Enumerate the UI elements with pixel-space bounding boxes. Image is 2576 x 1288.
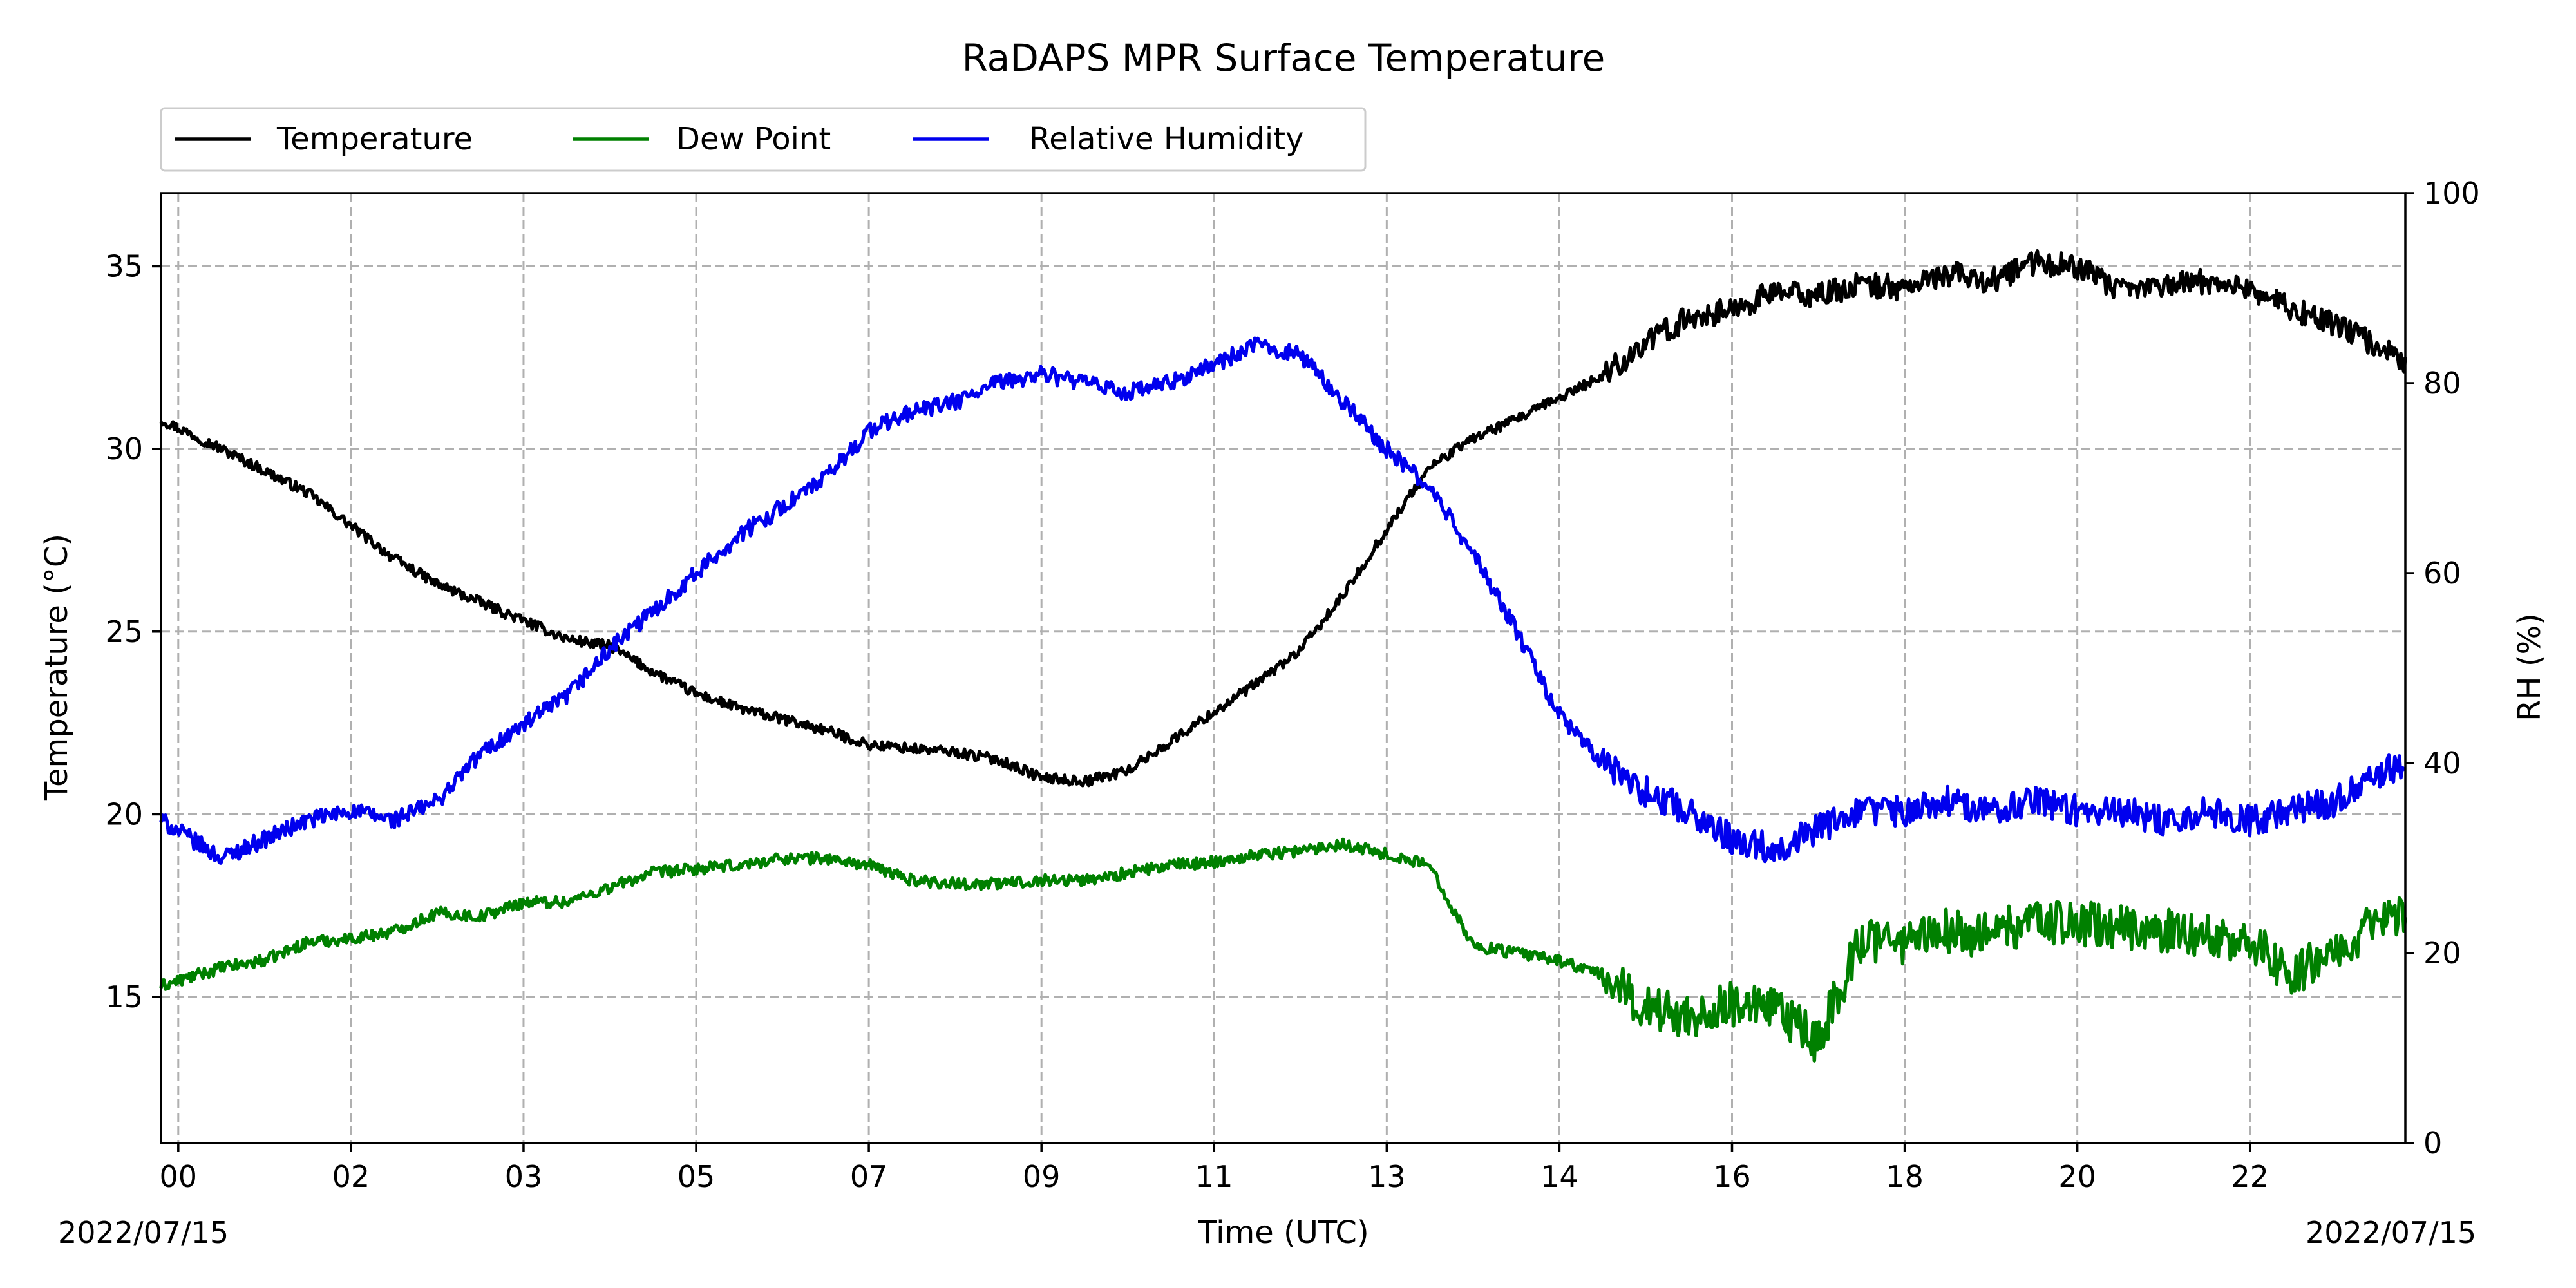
y-tick-label: 15 [105, 980, 143, 1014]
x-tick-label: 05 [677, 1159, 715, 1194]
x-tick-label: 02 [332, 1159, 370, 1194]
series-line-temperature [159, 249, 2407, 788]
series-line-dew-point [159, 837, 2407, 1063]
y-axis-left-title: Temperature (°C) [39, 534, 75, 801]
y-tick-label: 35 [105, 249, 143, 283]
x-tick-label: 11 [1195, 1159, 1233, 1194]
legend-label-relative-humidity: Relative Humidity [1029, 121, 1303, 157]
y2-tick-label: 40 [2423, 746, 2461, 781]
y2-tick-label: 0 [2423, 1126, 2442, 1160]
legend-label-temperature: Temperature [276, 121, 473, 157]
y-axis-right-title: RH (%) [2512, 613, 2548, 721]
y2-tick-label: 60 [2423, 556, 2461, 591]
grid [161, 193, 2405, 1143]
chart-title: RaDAPS MPR Surface Temperature [962, 36, 1605, 80]
series-line-relative-humidity [159, 336, 2406, 865]
x-tick-label: 16 [1713, 1159, 1751, 1194]
plot-frame [160, 192, 2407, 1144]
legend-entry-dew-point: Dew Point [573, 121, 831, 157]
x-tick-label: 20 [2058, 1159, 2096, 1194]
y-tick-label: 25 [105, 614, 143, 649]
legend: Temperature Dew Point Relative Humidity [160, 107, 1367, 172]
y2-tick-label: 20 [2423, 936, 2461, 971]
y-tick-label: 30 [105, 431, 143, 466]
legend-entry-relative-humidity: Relative Humidity [913, 121, 1303, 157]
y-axis-left-ticks: 15 20 25 30 35 [105, 249, 161, 1014]
x-tick-label: 18 [1886, 1159, 1924, 1194]
date-label-right: 2022/07/15 [2306, 1215, 2476, 1250]
x-tick-label: 13 [1368, 1159, 1406, 1194]
x-tick-label: 09 [1023, 1159, 1061, 1194]
x-tick-label: 03 [505, 1159, 543, 1194]
x-axis-ticks: 00 02 03 05 07 09 11 13 14 16 18 20 22 [160, 1143, 2269, 1194]
legend-label-dew-point: Dew Point [676, 121, 831, 157]
y-tick-label: 20 [105, 797, 143, 831]
legend-entry-temperature: Temperature [175, 121, 473, 157]
x-tick-label: 14 [1540, 1159, 1578, 1194]
x-tick-label: 22 [2231, 1159, 2269, 1194]
x-tick-label: 00 [160, 1159, 198, 1194]
axes [160, 192, 2407, 1144]
series-layer [159, 249, 2407, 1063]
y2-tick-label: 100 [2423, 176, 2480, 211]
y2-tick-label: 80 [2423, 366, 2461, 401]
legend-frame [160, 107, 1367, 172]
x-axis-title: Time (UTC) [1197, 1215, 1368, 1251]
x-tick-label: 07 [850, 1159, 888, 1194]
date-label-left: 2022/07/15 [58, 1215, 229, 1250]
y-axis-right-ticks: 0 20 40 60 80 100 [2405, 176, 2480, 1160]
